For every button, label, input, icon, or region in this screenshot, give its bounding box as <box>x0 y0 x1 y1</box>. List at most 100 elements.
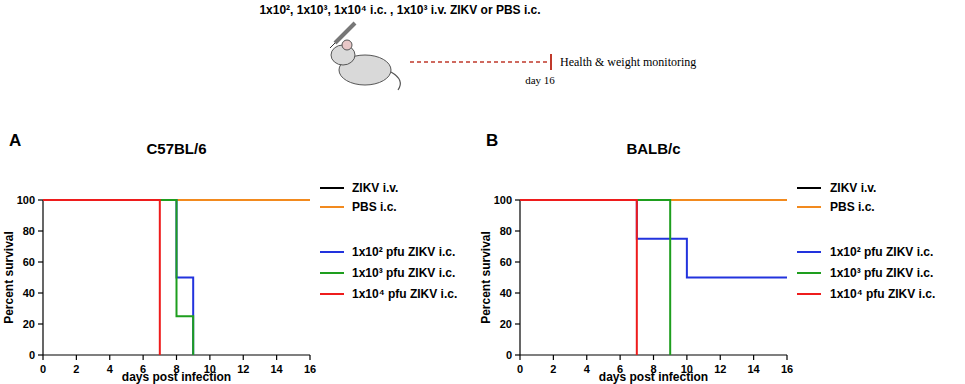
x-tick <box>686 355 687 360</box>
x-tick-label: 6 <box>140 363 146 375</box>
x-tick <box>42 355 43 360</box>
legend-label: ZIKV i.v. <box>352 181 398 195</box>
y-tick <box>515 354 520 355</box>
legend-swatch <box>797 251 821 253</box>
legend-label: 1x10³ pfu ZIKV i.c. <box>352 266 455 280</box>
x-tick-label: 16 <box>781 363 793 375</box>
x-tick <box>553 355 554 360</box>
chart-title: C57BL/6 <box>146 140 206 157</box>
x-tick <box>76 355 77 360</box>
panel-letter: B <box>486 131 498 150</box>
x-tick <box>753 355 754 360</box>
legend-swatch <box>797 293 821 295</box>
y-tick-label: 60 <box>23 256 35 268</box>
survival-line <box>520 200 670 355</box>
legend-label: 1x10⁴ pfu ZIKV i.c. <box>830 287 935 301</box>
mouse-ear <box>342 40 352 50</box>
y-tick <box>515 230 520 231</box>
x-tick-label: 0 <box>517 363 523 375</box>
x-tick-label: 16 <box>304 363 316 375</box>
y-tick-label: 0 <box>506 349 512 361</box>
panel-letter: A <box>9 131 21 150</box>
legend-label: 1x10³ pfu ZIKV i.c. <box>830 266 933 280</box>
x-tick-label: 6 <box>617 363 623 375</box>
legend-label: PBS i.c. <box>352 200 397 214</box>
y-tick <box>38 230 43 231</box>
x-tick <box>243 355 244 360</box>
y-tick-label: 80 <box>500 225 512 237</box>
syringe-needle <box>330 43 335 48</box>
y-axis <box>519 200 520 355</box>
x-tick <box>276 355 277 360</box>
y-tick <box>515 292 520 293</box>
x-tick-label: 8 <box>173 363 179 375</box>
legend: ZIKV i.v. PBS i.c. 1x10² pfu ZIKV i.c. 1x10… <box>320 181 457 301</box>
y-tick-label: 40 <box>500 287 512 299</box>
timeline <box>410 61 548 63</box>
plot-area <box>43 200 310 355</box>
x-tick-label: 4 <box>584 363 591 375</box>
x-tick-label: 4 <box>107 363 114 375</box>
legend-label: PBS i.c. <box>830 200 875 214</box>
y-axis-label: Percent survival <box>2 231 16 324</box>
survival-line <box>43 200 193 355</box>
timeline-end <box>550 54 552 70</box>
y-tick-label: 0 <box>29 349 35 361</box>
x-tick <box>586 355 587 360</box>
mouse-tail <box>391 72 400 90</box>
survival-line <box>43 200 160 355</box>
x-tick-label: 8 <box>650 363 656 375</box>
y-tick <box>38 199 43 200</box>
x-tick-label: 14 <box>748 363 761 375</box>
survival-line <box>520 200 787 278</box>
y-tick-label: 40 <box>23 287 35 299</box>
x-tick-label: 10 <box>204 363 216 375</box>
y-tick <box>38 292 43 293</box>
y-tick-label: 100 <box>494 194 512 206</box>
panel: BBALB/cPercent survivaldays post infecti… <box>479 131 935 384</box>
legend-swatch <box>320 272 344 274</box>
x-tick <box>109 355 110 360</box>
x-tick <box>620 355 621 360</box>
y-tick-label: 100 <box>17 194 35 206</box>
y-tick-label: 60 <box>500 256 512 268</box>
legend-label: ZIKV i.v. <box>830 181 876 195</box>
x-tick <box>786 355 787 360</box>
x-tick <box>653 355 654 360</box>
y-tick <box>515 261 520 262</box>
legend-swatch <box>320 206 344 208</box>
x-tick <box>309 355 310 360</box>
y-tick <box>515 199 520 200</box>
legend-swatch <box>320 251 344 253</box>
x-tick <box>143 355 144 360</box>
y-tick <box>38 261 43 262</box>
legend-swatch <box>797 187 821 189</box>
x-tick-label: 2 <box>73 363 79 375</box>
y-axis <box>42 200 43 355</box>
x-tick <box>720 355 721 360</box>
legend-swatch <box>797 272 821 274</box>
protocol-text: 1x10², 1x10³, 1x10⁴ i.c. , 1x10³ i.v. ZI… <box>259 3 540 17</box>
y-tick-label: 20 <box>500 318 512 330</box>
survival-line <box>520 200 637 355</box>
y-tick <box>515 323 520 324</box>
y-tick-label: 80 <box>23 225 35 237</box>
x-tick-label: 2 <box>550 363 556 375</box>
x-tick <box>209 355 210 360</box>
plot-area <box>520 200 787 355</box>
x-tick-label: 0 <box>40 363 46 375</box>
y-tick-label: 20 <box>23 318 35 330</box>
legend-swatch <box>797 206 821 208</box>
x-tick-label: 12 <box>714 363 726 375</box>
legend-label: 1x10² pfu ZIKV i.c. <box>352 245 455 259</box>
legend-swatch <box>320 293 344 295</box>
legend-swatch <box>320 187 344 189</box>
x-tick-label: 10 <box>681 363 693 375</box>
x-tick-label: 14 <box>271 363 284 375</box>
chart-title: BALB/c <box>626 140 680 157</box>
mouse-icon <box>330 23 400 90</box>
figure: 1x10², 1x10³, 1x10⁴ i.c. , 1x10³ i.v. ZI… <box>0 0 965 384</box>
x-tick-label: 12 <box>237 363 249 375</box>
y-tick <box>38 323 43 324</box>
legend-label: 1x10⁴ pfu ZIKV i.c. <box>352 287 457 301</box>
